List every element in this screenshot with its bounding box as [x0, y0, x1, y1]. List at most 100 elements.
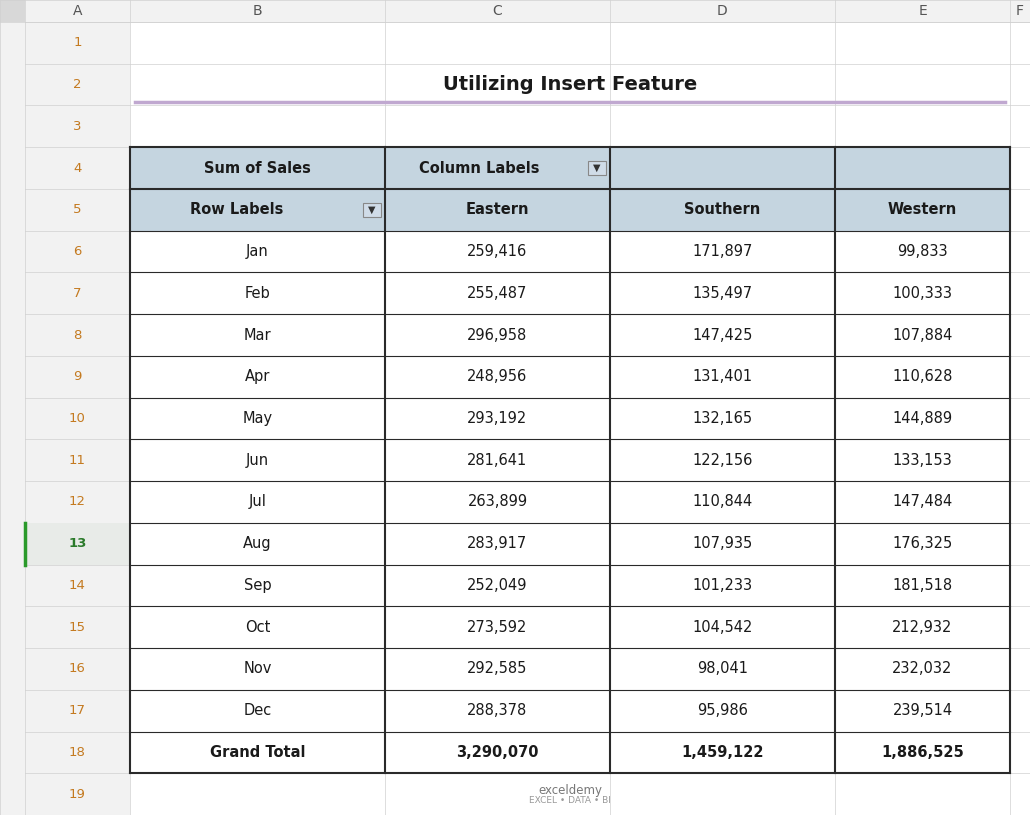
Text: Feb: Feb [245, 286, 270, 301]
Text: Aug: Aug [243, 536, 272, 551]
Text: Jan: Jan [246, 244, 269, 259]
Text: 232,032: 232,032 [892, 662, 953, 676]
Text: 15: 15 [69, 621, 85, 634]
Text: 1,886,525: 1,886,525 [881, 745, 964, 760]
Text: Sum of Sales: Sum of Sales [204, 161, 311, 175]
Bar [130, 523, 1010, 565]
Text: 3: 3 [73, 120, 81, 133]
Text: 10: 10 [69, 412, 85, 425]
Text: Eastern: Eastern [466, 202, 529, 218]
Text: Row Labels: Row Labels [191, 202, 284, 218]
Text: 100,333: 100,333 [893, 286, 953, 301]
Text: 147,425: 147,425 [692, 328, 753, 342]
Bar [130, 314, 1010, 356]
Text: 122,156: 122,156 [692, 453, 753, 468]
Text: Grand Total: Grand Total [210, 745, 305, 760]
Bar [130, 689, 1010, 732]
Text: 212,932: 212,932 [892, 619, 953, 635]
Text: 16: 16 [69, 663, 85, 676]
Text: 296,958: 296,958 [468, 328, 527, 342]
Bar [130, 356, 1010, 398]
Text: 293,192: 293,192 [468, 411, 527, 426]
Text: 135,497: 135,497 [692, 286, 753, 301]
Text: 110,844: 110,844 [692, 495, 753, 509]
Bar [130, 565, 1010, 606]
Bar [130, 648, 1010, 689]
Text: 14: 14 [69, 579, 85, 592]
FancyBboxPatch shape [363, 203, 381, 217]
Text: exceldemy: exceldemy [538, 784, 602, 796]
Text: Sep: Sep [244, 578, 271, 593]
Text: 12: 12 [69, 496, 85, 509]
Text: 288,378: 288,378 [468, 703, 527, 718]
Text: Western: Western [888, 202, 957, 218]
Bar [130, 439, 1010, 481]
Text: 18: 18 [69, 746, 85, 759]
Text: Apr: Apr [245, 369, 270, 384]
Text: 1,459,122: 1,459,122 [681, 745, 764, 760]
Text: Nov: Nov [243, 662, 272, 676]
Text: ▼: ▼ [593, 163, 600, 173]
Text: Jun: Jun [246, 453, 269, 468]
Text: Mar: Mar [244, 328, 271, 342]
Text: 8: 8 [73, 328, 81, 341]
Text: C: C [492, 4, 503, 18]
Text: 99,833: 99,833 [897, 244, 948, 259]
Text: 133,153: 133,153 [893, 453, 953, 468]
Text: 132,165: 132,165 [692, 411, 753, 426]
Text: Column Labels: Column Labels [419, 161, 540, 175]
Text: 252,049: 252,049 [468, 578, 527, 593]
Text: 292,585: 292,585 [468, 662, 527, 676]
Text: Jul: Jul [248, 495, 267, 509]
Text: 3,290,070: 3,290,070 [456, 745, 539, 760]
Text: Dec: Dec [243, 703, 272, 718]
Text: 283,917: 283,917 [468, 536, 527, 551]
Bar [130, 732, 1010, 773]
Text: 17: 17 [69, 704, 85, 717]
Bar [25, 22, 130, 815]
Text: 255,487: 255,487 [468, 286, 527, 301]
Text: A: A [73, 4, 82, 18]
Text: 131,401: 131,401 [692, 369, 753, 384]
Text: 259,416: 259,416 [468, 244, 527, 259]
Text: 2: 2 [73, 78, 81, 91]
Text: 144,889: 144,889 [892, 411, 953, 426]
Bar [130, 398, 1010, 439]
Text: 176,325: 176,325 [892, 536, 953, 551]
Text: 110,628: 110,628 [892, 369, 953, 384]
Text: 263,899: 263,899 [468, 495, 527, 509]
Text: 248,956: 248,956 [468, 369, 527, 384]
Text: 11: 11 [69, 454, 85, 467]
Text: 6: 6 [73, 245, 81, 258]
Text: 98,041: 98,041 [697, 662, 748, 676]
Text: D: D [717, 4, 728, 18]
Text: ▼: ▼ [369, 205, 376, 215]
Text: 107,935: 107,935 [692, 536, 753, 551]
Text: Utilizing Insert Feature: Utilizing Insert Feature [443, 75, 697, 94]
Text: 19: 19 [69, 787, 85, 800]
Text: Oct: Oct [245, 619, 270, 635]
Text: 4: 4 [73, 161, 81, 174]
Text: 1: 1 [73, 37, 81, 50]
Text: B: B [252, 4, 263, 18]
Bar [130, 231, 1010, 272]
Text: Southern: Southern [684, 202, 760, 218]
Text: F: F [1016, 4, 1024, 18]
Text: 273,592: 273,592 [468, 619, 527, 635]
Polygon shape [0, 0, 25, 22]
Text: EXCEL • DATA • BI: EXCEL • DATA • BI [529, 795, 611, 804]
Bar [130, 272, 1010, 314]
Bar [130, 148, 1010, 189]
Text: 171,897: 171,897 [692, 244, 753, 259]
Text: 9: 9 [73, 370, 81, 383]
Text: 101,233: 101,233 [692, 578, 753, 593]
Text: 7: 7 [73, 287, 81, 300]
Text: 181,518: 181,518 [892, 578, 953, 593]
Text: 95,986: 95,986 [697, 703, 748, 718]
Bar [0, 0, 1030, 22]
Bar [130, 606, 1010, 648]
Bar [130, 481, 1010, 523]
FancyBboxPatch shape [588, 161, 606, 175]
Bar [25, 523, 130, 565]
Text: 104,542: 104,542 [692, 619, 753, 635]
